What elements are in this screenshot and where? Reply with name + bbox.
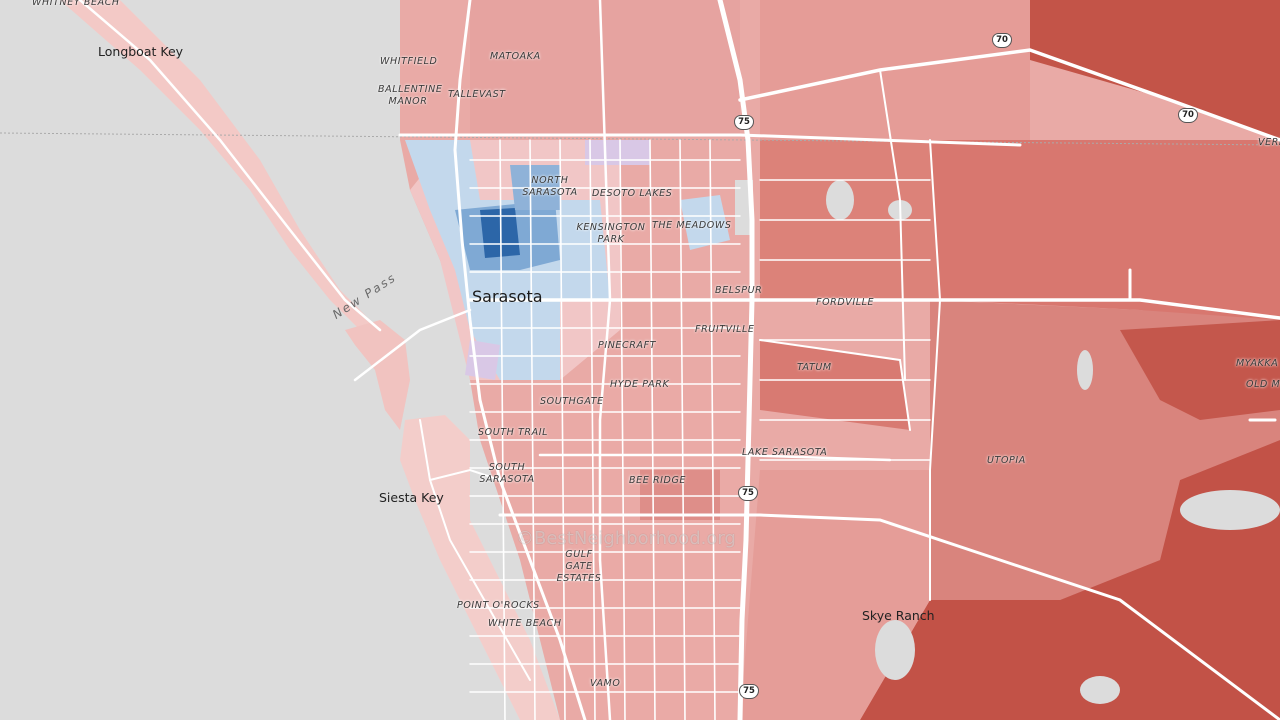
county-line (0, 132, 1280, 146)
ringling-bridge (353, 308, 472, 382)
university-parkway (398, 133, 1022, 147)
street (759, 339, 911, 431)
purple-south (465, 340, 500, 380)
sr70-shield: 70 (992, 33, 1012, 48)
siesta-bridge (429, 468, 501, 481)
clark-road (498, 513, 1280, 720)
i75-shield: 75 (738, 486, 758, 501)
myakka-region (1120, 320, 1280, 420)
east-dark-region (1030, 0, 1280, 140)
street (649, 139, 656, 720)
street (529, 139, 536, 720)
sr70-shield: 70 (1178, 108, 1198, 123)
northwest-region (470, 0, 740, 135)
street (879, 69, 906, 381)
us301-road (598, 0, 612, 720)
siesta-key-island (400, 415, 560, 720)
lakes-parks (735, 180, 1280, 704)
sr70-road (738, 48, 1280, 142)
bee-ridge-road (538, 453, 892, 462)
tatum-region (760, 340, 910, 430)
street (679, 139, 686, 720)
midnight-pass-road (419, 419, 531, 681)
meadows-blue (680, 195, 730, 250)
lido-key (345, 320, 410, 430)
road-network (78, 0, 1280, 720)
southeast-dark-region (860, 440, 1280, 720)
north-region (760, 0, 1030, 140)
east-mid-region (930, 140, 1280, 330)
bee-ridge-region (640, 470, 720, 520)
street (499, 139, 506, 720)
longboat-key-island (60, 0, 400, 370)
i75-shield: 75 (734, 115, 754, 130)
street (619, 139, 626, 720)
street (709, 139, 716, 720)
gulf-of-mexico-drive (78, 0, 382, 332)
purple-district (585, 140, 650, 165)
street (589, 139, 596, 720)
i75-highway (717, 0, 755, 720)
blue-dark-district (480, 208, 520, 258)
street (559, 139, 566, 720)
i75-shield: 75 (739, 684, 759, 699)
street (929, 139, 942, 601)
us41-road (453, 0, 587, 720)
